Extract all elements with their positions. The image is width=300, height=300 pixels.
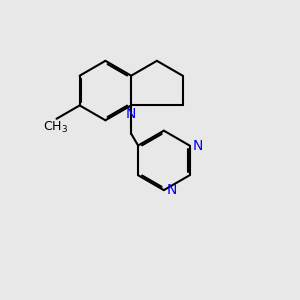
Text: CH$_3$: CH$_3$ (43, 119, 68, 135)
Text: N: N (126, 107, 136, 121)
Text: N: N (193, 139, 203, 152)
Text: N: N (167, 183, 177, 197)
